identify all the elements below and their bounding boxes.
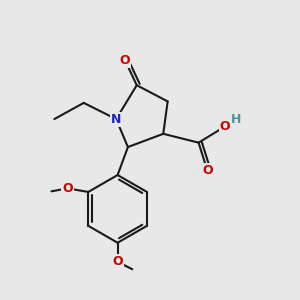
Text: O: O: [62, 182, 73, 195]
Text: O: O: [202, 164, 213, 177]
Text: O: O: [220, 120, 230, 133]
Text: N: N: [111, 112, 121, 126]
Text: O: O: [112, 255, 123, 268]
Text: O: O: [120, 54, 130, 67]
Text: H: H: [231, 113, 242, 126]
